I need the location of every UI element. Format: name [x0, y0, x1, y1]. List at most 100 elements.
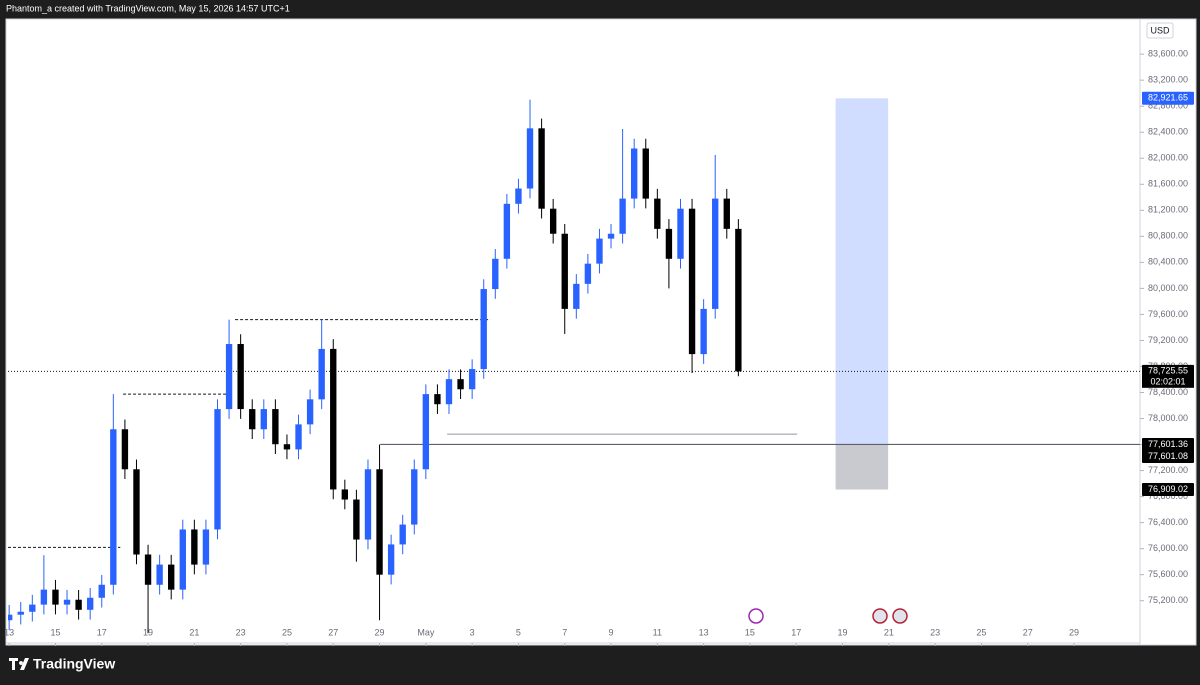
currency: USD: [1150, 25, 1170, 35]
candle-body: [526, 128, 534, 189]
candle-body: [480, 289, 487, 370]
candle-body: [619, 198, 626, 234]
candle-body: [144, 554, 152, 585]
y-tick-label: 81,200.00: [1148, 205, 1188, 215]
x-tick-label: 23: [236, 627, 246, 637]
candle-body: [306, 399, 314, 425]
x-tick-label: 21: [189, 627, 199, 637]
candle-body: [75, 599, 82, 610]
candle-body: [422, 394, 430, 470]
candle-body: [318, 348, 325, 400]
y-tick-label: 77,200.00: [1148, 465, 1188, 475]
y-tick-label: 83,600.00: [1148, 49, 1188, 59]
candle-body: [411, 469, 418, 525]
candle-body: [434, 394, 441, 405]
x-tick-label: 21: [884, 627, 894, 637]
brand-logo: [9, 658, 29, 670]
candle-body: [168, 564, 175, 590]
candle-body: [503, 203, 511, 259]
candle-body: [179, 529, 186, 590]
candle-body: [596, 238, 603, 264]
event-icon[interactable]: [892, 608, 908, 624]
x-tick-label: 19: [838, 627, 848, 637]
y-tick-label: 76,400.00: [1148, 517, 1188, 527]
y-tick-label: 78,400.00: [1148, 387, 1188, 397]
price-tag: [1142, 449, 1194, 463]
candle-body: [225, 344, 233, 410]
candle-body: [677, 208, 684, 259]
x-tick-label: 17: [97, 627, 107, 637]
y-tick-label: 80,400.00: [1148, 257, 1188, 267]
candle-body: [573, 283, 580, 309]
candle-body: [561, 233, 568, 309]
candle-body: [665, 228, 673, 259]
price-tag: [1142, 364, 1194, 378]
candle-body: [642, 148, 649, 199]
plot: [8, 98, 1140, 634]
x-tick-label: 27: [1023, 627, 1033, 637]
countdown-tag: [1142, 376, 1194, 388]
event-icon[interactable]: [748, 608, 764, 624]
candle-body: [156, 564, 163, 585]
y-tick-label: 78,000.00: [1148, 413, 1188, 423]
x-tick-label: 27: [328, 627, 338, 637]
y-tick-label: 79,200.00: [1148, 335, 1188, 345]
candle-body: [40, 589, 48, 605]
candle-body: [29, 604, 36, 612]
y-tick-label: 82,000.00: [1148, 153, 1188, 163]
candle-body: [457, 379, 464, 390]
candle-body: [341, 489, 349, 500]
candle-body: [214, 409, 221, 530]
x-tick-label: 29: [1069, 627, 1079, 637]
candle-body: [387, 544, 395, 575]
candle-body: [364, 469, 372, 540]
candle-body: [260, 409, 267, 430]
price-tag: [1142, 483, 1194, 497]
price-tag-label: 82,921.65: [1148, 93, 1188, 103]
price-tag-label: 78,725.55: [1148, 366, 1188, 376]
position-target-zone: [835, 98, 889, 445]
candle-body: [376, 469, 383, 575]
y-tick-label: 80,800.00: [1148, 231, 1188, 241]
candle-body: [98, 584, 105, 598]
x-tick-label: 13: [699, 627, 709, 637]
candle-body: [133, 469, 140, 555]
x-tick-label: 25: [282, 627, 292, 637]
event-icon[interactable]: [872, 608, 888, 624]
y-tick-label: 83,200.00: [1148, 75, 1188, 85]
candle-body: [654, 198, 661, 229]
candle-body: [202, 529, 210, 565]
currency-box[interactable]: [1146, 22, 1174, 39]
candle-body: [607, 233, 615, 239]
x-tick-label: 29: [375, 627, 385, 637]
x-tick-label: 19: [143, 627, 153, 637]
y-tick-label: 76,000.00: [1148, 543, 1188, 553]
price-tag: [1142, 91, 1194, 105]
brand-text: TradingView: [33, 656, 115, 672]
x-tick-label: 25: [976, 627, 986, 637]
x-tick-label: 9: [609, 627, 614, 637]
candle-body: [584, 263, 592, 284]
x-tick-label: 11: [653, 627, 662, 637]
candle-body: [63, 599, 71, 605]
x-tick-label: 15: [745, 627, 755, 637]
y-tick-label: 81,600.00: [1148, 179, 1188, 189]
candle-body: [723, 198, 730, 229]
candle-body: [492, 258, 499, 290]
y-tick-label: 82,800.00: [1148, 101, 1188, 111]
candle-body: [249, 409, 256, 430]
candle-body: [330, 348, 337, 490]
candle-body: [283, 444, 291, 450]
x-tick-label: 3: [470, 627, 475, 637]
x-tick-label: 17: [791, 627, 801, 637]
x-tick-label: 7: [562, 627, 567, 637]
candle-body: [631, 148, 638, 199]
candle-body: [110, 429, 117, 585]
x-tick-label: May: [417, 627, 435, 637]
candle-body: [272, 409, 279, 445]
countdown: 02:02:01: [1150, 377, 1185, 387]
candle-body: [515, 188, 522, 204]
event-icons: [748, 608, 908, 624]
